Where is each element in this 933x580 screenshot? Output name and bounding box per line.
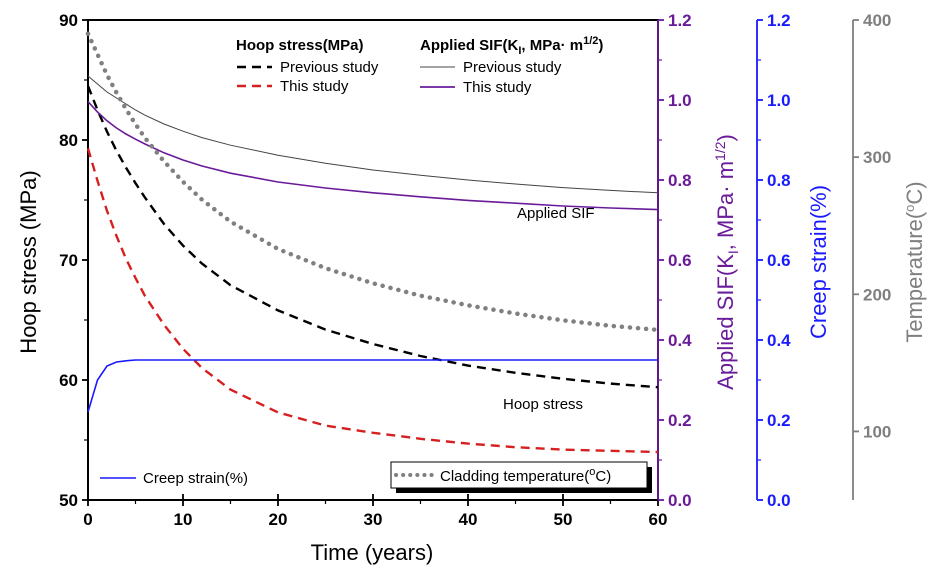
creep-strain-axis: 0.0 0.2 0.4 0.6 0.8 1.0 1.2: [756, 11, 791, 510]
x-tick-label: 20: [269, 510, 288, 529]
legend-hoop-this-label: This study: [280, 78, 349, 95]
temperature-axis: 100 200 300 400: [852, 11, 891, 500]
temp-axis-tick-label: 200: [863, 285, 891, 304]
sif-axis-tick-label: 1.0: [668, 91, 692, 110]
creep-axis-tick-label: 0.8: [767, 171, 791, 190]
x-tick-label: 0: [83, 510, 92, 529]
hoop-tick-label: 50: [59, 491, 78, 510]
legend-sif-heading-end: ): [598, 37, 603, 54]
hoop-tick-label: 70: [59, 251, 78, 270]
x-tick-label: 60: [649, 510, 668, 529]
temp-axis-tick-label: 100: [863, 422, 891, 441]
series-hoop_this: [86, 148, 659, 454]
legend-sif-heading-main: Applied SIF(K: [420, 37, 518, 54]
series-temp: [85, 31, 661, 333]
hoop-tick-label: 60: [59, 371, 78, 390]
sif-axis-title-main: Applied SIF(K: [713, 254, 738, 390]
temperature-axis-title: Temperature(oC): [902, 181, 927, 342]
legend-hoop-prev-label: Previous study: [280, 59, 379, 76]
x-tick-label: 10: [174, 510, 193, 529]
plot-area: 0 10 20 30 40 50 60 50 60 70 80 90 0.0 0.2 0.4 0.6 0.8…: [59, 11, 891, 529]
sif-axis-tick-label: 1.2: [668, 11, 692, 30]
sif-axis-tick-label: 0.2: [668, 411, 692, 430]
temperature-axis-title-end: C): [902, 181, 927, 204]
legend-creep-label: Creep strain(%): [143, 470, 248, 487]
x-tick-label: 40: [459, 510, 478, 529]
hoop-axis-title: Hoop stress (MPa): [16, 170, 41, 353]
hoop-tick-label: 80: [59, 131, 78, 150]
temperature-axis-title-main: Temperature(: [902, 211, 927, 343]
creep-axis-tick-label: 1.2: [767, 11, 791, 30]
sif-axis-title-end: ): [713, 134, 738, 141]
legend-sif-heading-sup: 1/2: [583, 35, 598, 47]
legend-temperature-label-main: Cladding temperature(: [440, 468, 589, 485]
legend-hoop-heading: Hoop stress(MPa): [236, 37, 364, 54]
sif-axis-title-sup: 1/2: [712, 141, 728, 161]
legend-sif-heading-mid: , MPa· m: [521, 37, 583, 54]
temperature-axis-title-sup: o: [902, 205, 917, 212]
x-axis: 0 10 20 30 40 50 60: [83, 494, 667, 529]
x-tick-label: 30: [364, 510, 383, 529]
series-hoop_prev: [86, 85, 659, 389]
sif-axis-title-sub: I: [725, 250, 741, 254]
series-sif_this: [87, 101, 659, 211]
hoop-tick-label: 90: [59, 11, 78, 30]
temp-axis-tick-label: 400: [863, 11, 891, 30]
series-creep: [87, 359, 658, 413]
sif-axis-tick-label: 0.6: [668, 251, 692, 270]
temp-axis-tick-label: 300: [863, 148, 891, 167]
legend-temperature-label-end: C): [595, 468, 611, 485]
legend-temperature-box: [390, 461, 648, 489]
sif-axis: 0.0 0.2 0.4 0.6 0.8 1.0 1.2: [657, 11, 692, 510]
sif-axis-tick-label: 0.0: [668, 491, 692, 510]
creep-axis-tick-label: 0.6: [767, 251, 791, 270]
legend-sif: Applied SIF(KI, MPa· m1/2) Previous stud…: [420, 35, 603, 96]
series-sif_prev: [87, 75, 659, 194]
legend-temperature-label: Cladding temperature(oC): [440, 466, 611, 485]
creep-axis-title: Creep strain(%): [806, 185, 831, 339]
hoop-stress-axis: 50 60 70 80 90: [59, 11, 88, 510]
legend-sif-heading-sub: I: [518, 45, 521, 57]
annotation-applied-sif: Applied SIF: [517, 205, 595, 222]
legend-hoop-stress: Hoop stress(MPa) Previous study This stu…: [236, 37, 379, 95]
sif-axis-tick-label: 0.4: [668, 331, 692, 350]
x-axis-title: Time (years): [311, 540, 434, 565]
sif-axis-title-mid: , MPa· m: [713, 161, 738, 250]
plot-frame: [87, 19, 659, 501]
creep-axis-tick-label: 0.2: [767, 411, 791, 430]
legend-creep: Creep strain(%): [100, 470, 248, 487]
legend-temperature: Cladding temperature(oC): [390, 461, 652, 493]
sif-axis-title: Applied SIF(KI, MPa· m1/2): [712, 134, 741, 390]
creep-axis-tick-label: 0.4: [767, 331, 791, 350]
annotation-hoop-stress: Hoop stress: [503, 396, 583, 413]
sif-axis-tick-label: 0.8: [668, 171, 692, 190]
creep-axis-tick-label: 0.0: [767, 491, 791, 510]
series-layer: [85, 31, 661, 454]
x-tick-label: 50: [554, 510, 573, 529]
legend-temperature-label-sup: o: [589, 466, 595, 478]
legend-sif-this-label: This study: [463, 79, 532, 96]
legend-sif-prev-label: Previous study: [463, 59, 562, 76]
legend-sif-heading: Applied SIF(KI, MPa· m1/2): [420, 35, 603, 57]
creep-axis-tick-label: 1.0: [767, 91, 791, 110]
